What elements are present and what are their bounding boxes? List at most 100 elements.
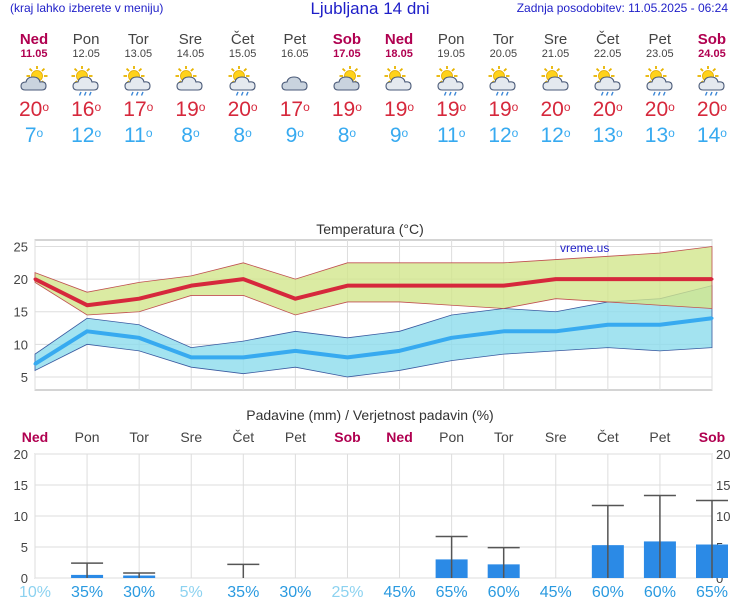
max-temperature-point <box>85 303 89 307</box>
y-tick-label: 0 <box>21 571 28 586</box>
min-temperature-value: 9 <box>285 124 298 147</box>
daily-forecast: Ned 11.05 20o 7o Pon 12.05 16o 12o Tor 13.05 17o 11… <box>8 32 740 172</box>
temperature-chart-title: Temperatura (°C) <box>316 221 424 237</box>
day-name: Sre <box>178 31 203 48</box>
max-temperature-value: 20 <box>696 98 721 121</box>
precipitation-probability: 65% <box>696 584 728 600</box>
min-temperature-value: 9 <box>389 124 402 147</box>
min-temperature: 12o <box>530 124 582 148</box>
precipitation-day-label: Pet <box>285 429 306 445</box>
min-temperature: 8o <box>164 124 216 148</box>
day-column: Sre 14.05 19o 8o <box>164 32 216 148</box>
max-temperature-value: 20 <box>592 98 616 121</box>
max-temperature: 19o <box>321 98 373 122</box>
y-tick-label-right: 0 <box>716 571 723 586</box>
partly-cloudy-icon <box>333 66 361 91</box>
day-date: 15.05 <box>228 48 257 60</box>
degree-sign: o <box>245 126 252 140</box>
min-temperature: 9o <box>373 124 425 148</box>
y-tick-label: 15 <box>14 478 28 493</box>
min-temperature-value: 12 <box>488 124 512 147</box>
watermark: vreme.us <box>560 241 609 255</box>
min-temperature: 7o <box>8 124 60 148</box>
min-temperature: 8o <box>321 124 373 148</box>
sun-cloud-rain-icon <box>436 66 464 96</box>
max-temperature: 20o <box>634 98 686 122</box>
day-column: Sre 21.05 20o 12o <box>530 32 582 148</box>
degree-sign: o <box>94 126 102 140</box>
degree-sign: o <box>192 126 200 140</box>
day-name: Pet <box>283 31 306 48</box>
y-tick-label: 20 <box>14 447 28 462</box>
y-tick-label-right: 15 <box>716 478 730 493</box>
day-date: 18.05 <box>385 48 413 60</box>
degree-sign: o <box>615 126 623 140</box>
degree-sign: o <box>42 100 50 114</box>
precipitation-day-label: Čet <box>597 429 619 445</box>
min-temperature-point <box>293 349 297 353</box>
menu-hint[interactable]: (kraj lahko izberete v meniju) <box>10 1 164 15</box>
min-temperature: 9o <box>269 124 321 148</box>
day-date: 24.05 <box>698 48 726 60</box>
precipitation-probability: 25% <box>331 584 363 600</box>
min-temperature-value: 13 <box>644 124 669 147</box>
degree-sign: o <box>668 126 675 140</box>
min-temperature-point <box>241 355 245 359</box>
max-temperature-point <box>293 297 297 301</box>
sun-cloud-rain-icon <box>228 66 256 96</box>
min-temperature-value: 13 <box>592 124 616 147</box>
day-column: Tor 13.05 17o 11o <box>112 32 164 148</box>
day-name: Ned <box>19 31 49 48</box>
y-tick-label-right: 20 <box>716 447 730 462</box>
max-temperature: 19o <box>164 98 216 122</box>
min-temperature-value: 14 <box>696 124 721 147</box>
day-column: Pet 16.05 17o 9o <box>269 32 321 148</box>
max-temperature: 19o <box>373 98 425 122</box>
min-temperature: 13o <box>634 124 686 148</box>
min-temperature-point <box>137 336 141 340</box>
sun-cloud-rain-icon <box>488 66 516 96</box>
min-temperature-point <box>450 336 454 340</box>
degree-sign: o <box>94 100 102 114</box>
degree-sign: o <box>720 126 727 140</box>
precipitation-day-label: Sob <box>699 429 725 445</box>
precipitation-day-label: Sre <box>180 429 202 445</box>
max-temperature-value: 19 <box>175 98 199 121</box>
max-temperature-point <box>554 277 558 281</box>
y-tick-label: 10 <box>14 509 28 524</box>
precipitation-day-label: Sob <box>334 429 360 445</box>
cloudy-icon <box>281 76 308 91</box>
day-name: Pon <box>437 31 465 48</box>
day-name: Tor <box>127 31 149 48</box>
min-temperature-point <box>189 355 193 359</box>
precipitation-probability: 35% <box>71 584 103 600</box>
day-date: 19.05 <box>437 48 465 60</box>
y-tick-label: 25 <box>14 240 28 255</box>
day-column: Čet 15.05 20o 8o <box>217 32 269 148</box>
precipitation-probability: 65% <box>436 584 468 600</box>
max-temperature: 17o <box>112 98 164 122</box>
max-temperature: 19o <box>425 98 477 122</box>
max-temperature: 20o <box>582 98 634 122</box>
day-column: Sob 24.05 20o 14o <box>686 32 738 148</box>
min-temperature: 11o <box>425 124 477 148</box>
day-date: 11.05 <box>20 48 48 60</box>
degree-sign: o <box>459 100 467 114</box>
max-temperature: 19o <box>477 98 529 122</box>
max-temperature: 20o <box>217 98 269 122</box>
max-temperature-value: 20 <box>540 98 564 121</box>
day-column: Sob 17.05 19o 8o <box>321 32 373 148</box>
max-temperature-point <box>502 284 506 288</box>
precipitation-probability: 30% <box>123 584 155 600</box>
min-temperature-point <box>554 329 558 333</box>
day-date: 20.05 <box>489 48 518 60</box>
max-temperature: 17o <box>269 98 321 122</box>
precipitation-probability: 60% <box>592 584 624 600</box>
min-temperature-value: 11 <box>436 124 459 147</box>
max-temperature: 20o <box>8 98 60 122</box>
precipitation-day-label: Pet <box>649 429 670 445</box>
precipitation-day-label: Tor <box>129 429 149 445</box>
degree-sign: o <box>458 126 466 140</box>
precipitation-probability: 60% <box>644 584 676 600</box>
degree-sign: o <box>563 100 571 114</box>
